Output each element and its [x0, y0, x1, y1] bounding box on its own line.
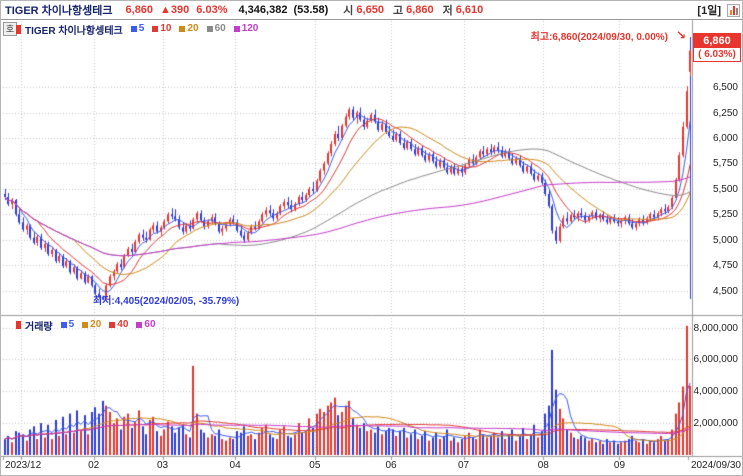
legend-color-icon [179, 25, 186, 32]
ma-legend-item[interactable]: 20 [179, 23, 199, 35]
x-axis-label: 03 [156, 460, 169, 471]
x-axis-label: 04 [229, 460, 241, 471]
x-axis-label: 09 [613, 460, 626, 471]
ma-legend-item[interactable]: 20 [82, 319, 101, 330]
x-axis-label: 07 [457, 460, 470, 471]
legend-color-icon [233, 25, 240, 32]
x-axis-label: 02 [88, 460, 100, 471]
legend-period-label: 10 [160, 23, 172, 35]
volume-legend-title: 거래량 [25, 321, 53, 333]
legend-color-icon [152, 25, 159, 32]
period-label: [1일] [697, 5, 721, 17]
legend-color-icon [130, 25, 137, 32]
legend-period-label: 120 [241, 23, 259, 35]
current-change-badge: ( 6.03%) [698, 49, 736, 60]
current-price-value: 6,860 [125, 4, 154, 16]
open-value: 6,650 [356, 4, 384, 16]
legend-period-label: 20 [90, 319, 102, 331]
price-legend-title: TIGER 차이나항셍테크 [25, 25, 123, 37]
current-price-box: 6,860 ( 6.03%) [693, 33, 741, 62]
legend-color-icon [60, 321, 67, 328]
low-value: 6,610 [455, 4, 484, 16]
stock-title: TIGER 차이나항셍테크 [5, 5, 113, 17]
legend-color-icon [206, 25, 213, 32]
legend-period-label: 60 [144, 319, 156, 331]
ma-legend-item[interactable]: 5 [130, 23, 145, 35]
ma-legend-item[interactable]: 40 [109, 319, 128, 330]
legend-period-label: 60 [214, 23, 226, 35]
x-axis-label: 06 [385, 460, 397, 471]
title-bar: TIGER 차이나항셍테크 6,860 ▲390 6.03% 4,346,382… [1, 1, 742, 20]
legend-period-label: 5 [138, 23, 145, 35]
volume-legend: 거래량 5 20 40 60 [16, 319, 164, 333]
volume-bar-icon [16, 321, 21, 329]
low-label: 저 [442, 5, 453, 17]
legend-color-icon [136, 321, 143, 328]
current-price-badge: 6,860 [694, 34, 740, 48]
legend-period-label: 5 [68, 319, 75, 331]
low-annotation: 최저:4,405(2024/02/05, -35.79%) [93, 296, 240, 307]
candle-icon [16, 24, 21, 34]
ma-legend-item[interactable]: 5 [60, 319, 75, 331]
x-axis-label: 08 [537, 460, 549, 471]
ma-legend-item[interactable]: 10 [152, 23, 171, 34]
volume-ratio: (53.58) [293, 4, 329, 16]
legend-color-icon [109, 321, 116, 328]
arrow-down-right-icon: ↘ [675, 28, 686, 42]
ma-legend-item[interactable]: 120 [233, 23, 259, 35]
legend-color-icon [82, 321, 89, 328]
x-axis-label: 2023/12 [5, 460, 42, 471]
high-annotation: 최고:6,860(2024/09/30, 0.00%) [530, 32, 668, 43]
legend-period-label: 40 [117, 319, 129, 331]
high-label: 고 [392, 5, 404, 17]
hoga-button[interactable]: 호 [3, 22, 17, 36]
chart-settings-icon[interactable] [727, 3, 740, 17]
ma-legend-item[interactable]: 60 [136, 319, 156, 331]
ma-legend-item[interactable]: 60 [206, 23, 226, 35]
x-axis-label: 05 [309, 460, 321, 471]
x-axis: 2023/12 02 03 04 05 06 07 08 09 2024/09/30 [1, 460, 742, 475]
price-change: ▲390 [160, 4, 190, 16]
legend-period-label: 20 [187, 23, 199, 35]
day-volume: 4,346,382 [238, 4, 288, 16]
open-label: 시 [343, 5, 354, 17]
price-legend: TIGER 차이나항셍테크 5 10 20 60 120 [16, 23, 266, 37]
change-percent: 6.03% [196, 4, 228, 16]
x-axis-label: 2024/09/30 [690, 460, 741, 471]
high-value: 6,860 [406, 4, 434, 16]
